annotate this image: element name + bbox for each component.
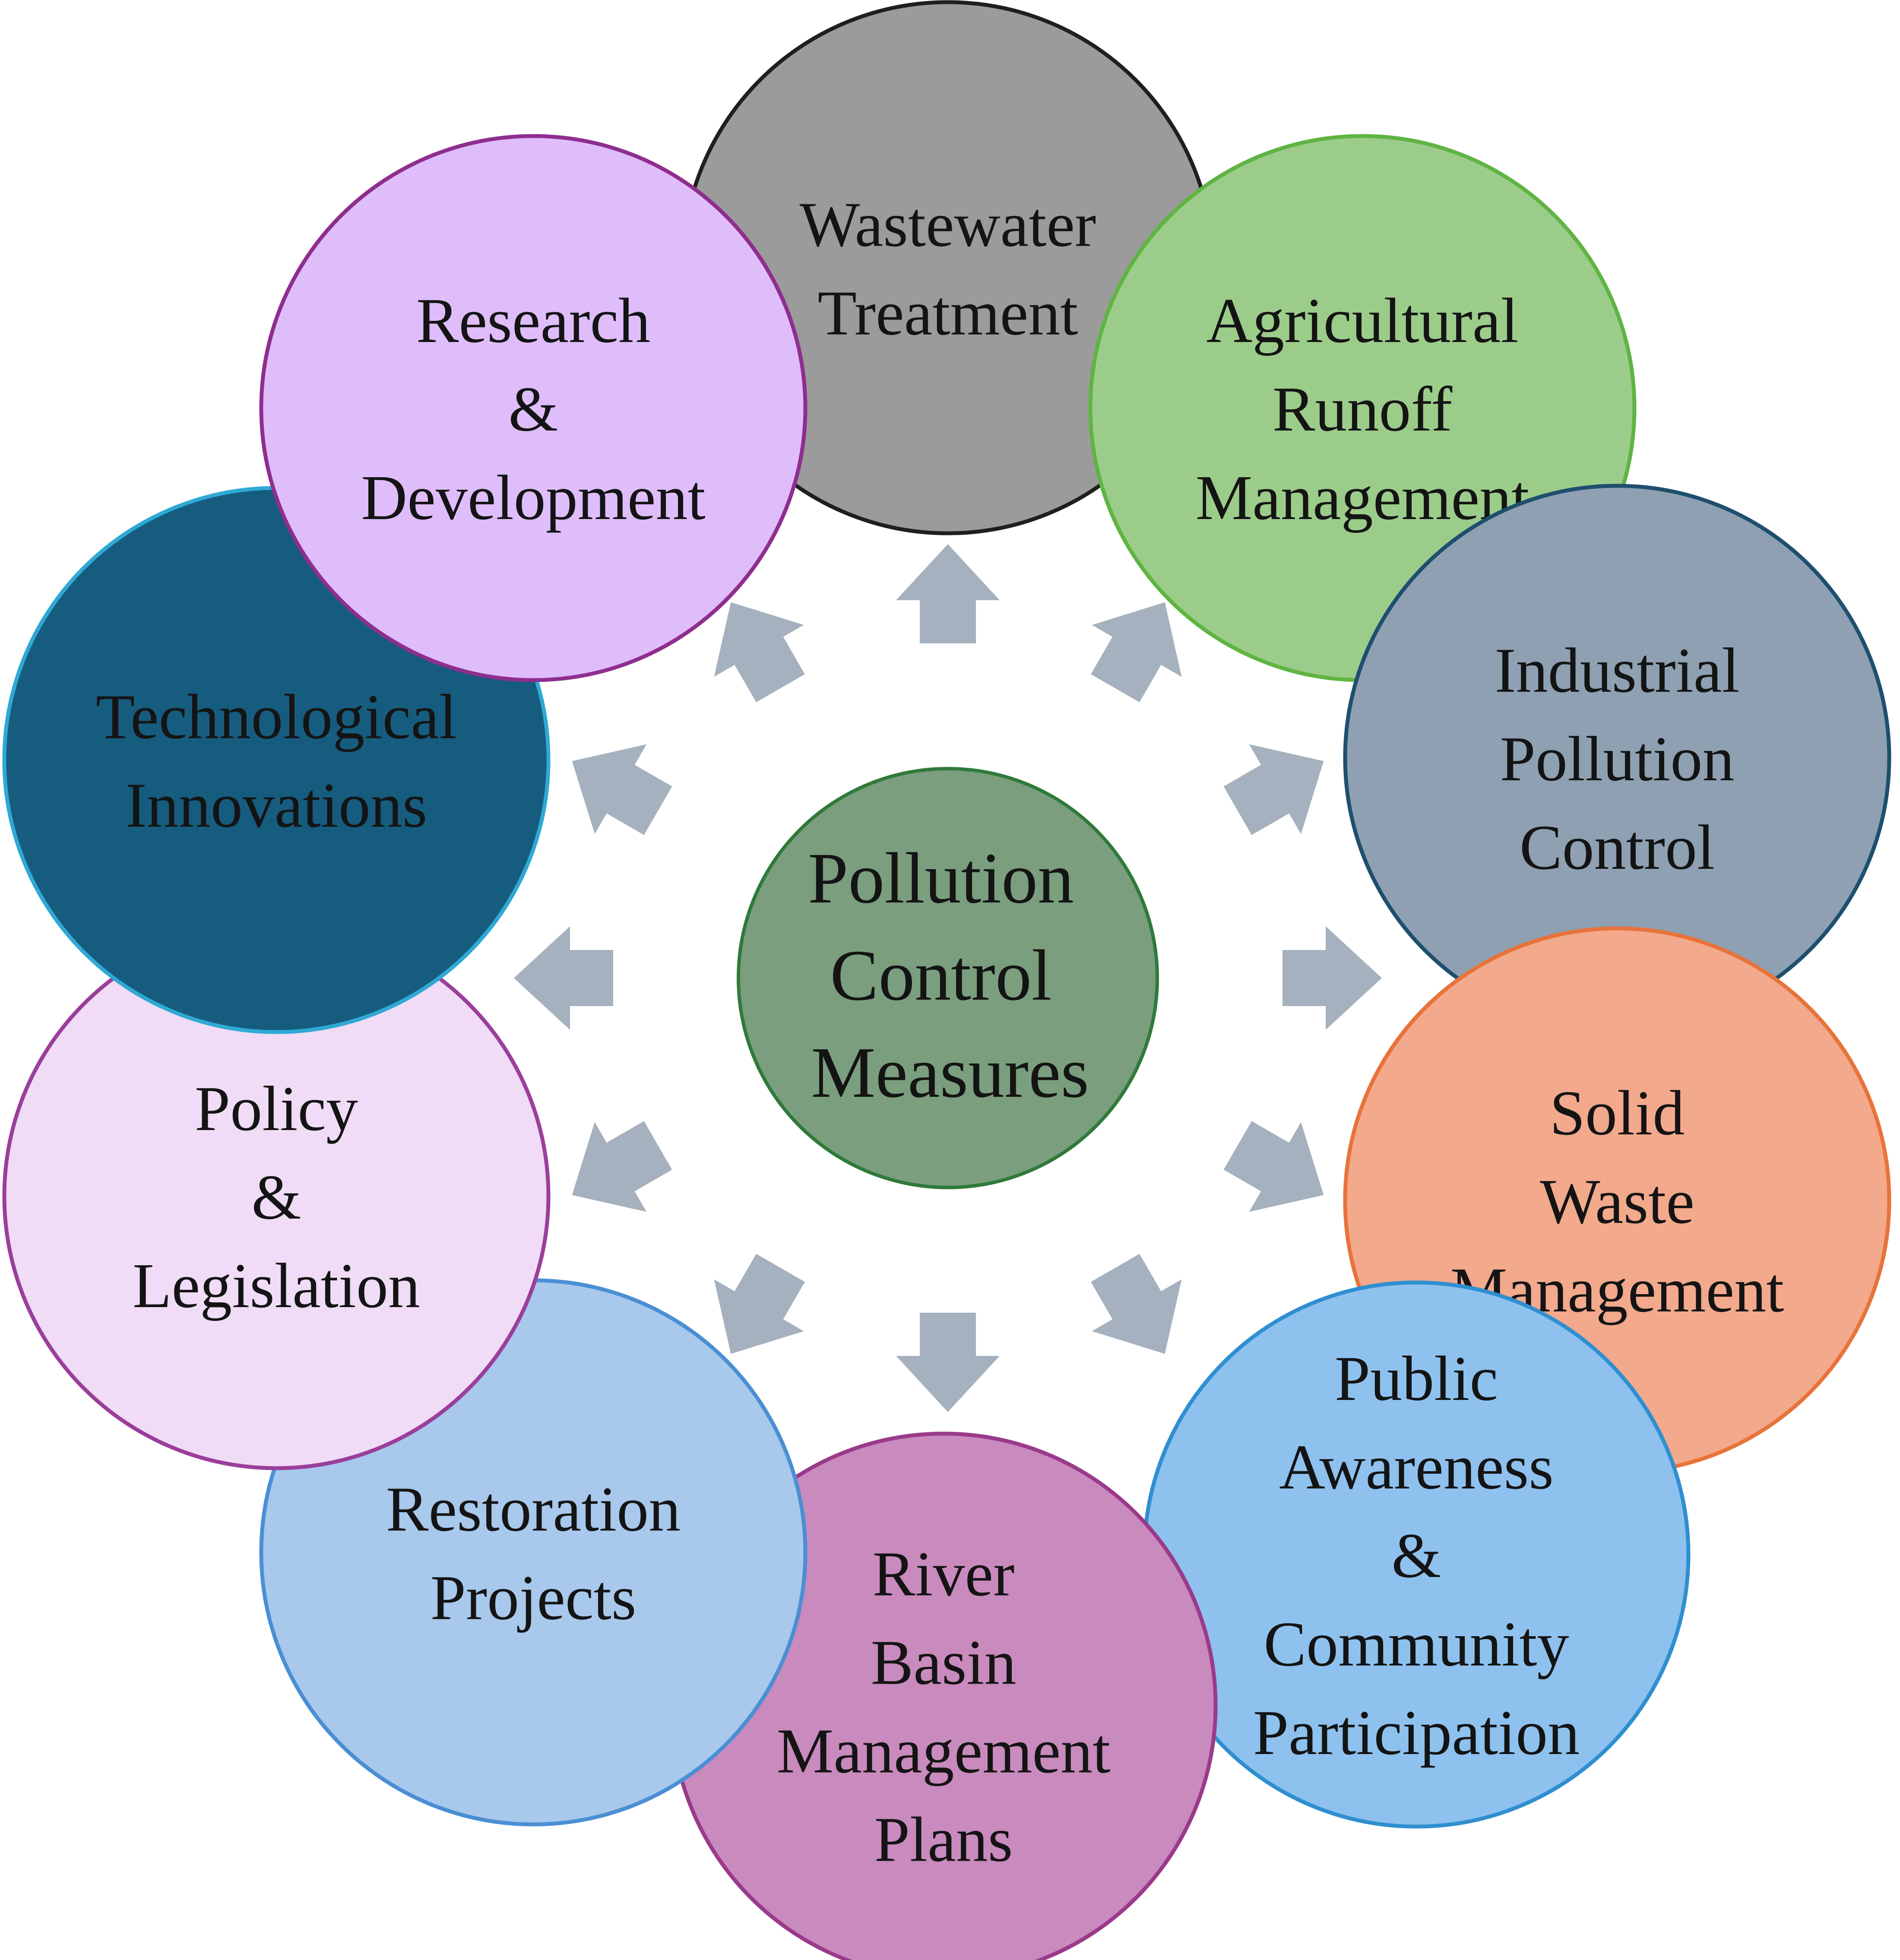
center-label: Pollution Control Measures bbox=[808, 838, 1092, 1113]
node-research-development: Research & Development bbox=[259, 134, 808, 682]
node-label-line: Technological bbox=[96, 682, 457, 753]
outward-arrow bbox=[714, 1254, 805, 1354]
node-label-line: Treatment bbox=[818, 278, 1078, 349]
outward-arrow bbox=[1282, 926, 1382, 1030]
node-label-line: Runoff bbox=[1273, 374, 1453, 445]
node-public-awareness-community-participation: Public Awareness & Community Participation bbox=[1142, 1280, 1691, 1829]
node-label-line: Control bbox=[1520, 812, 1715, 883]
node-label: Industrial Pollution Control bbox=[1495, 635, 1739, 883]
node-label-line: Solid bbox=[1550, 1078, 1685, 1149]
node-label-line: Management bbox=[1196, 462, 1530, 533]
arrows-ring bbox=[514, 544, 1382, 1412]
node-label-line: Projects bbox=[431, 1563, 636, 1634]
outward-arrow bbox=[714, 602, 805, 703]
outward-arrow bbox=[572, 1121, 672, 1212]
node-wastewater-treatment: Wastewater Treatment bbox=[680, 0, 1216, 535]
node-policy-legislation: Policy & Legislation bbox=[2, 922, 551, 1470]
node-label: Technological Innovations bbox=[96, 682, 457, 841]
center-label-line: Pollution bbox=[808, 838, 1074, 918]
node-label-line: Basin bbox=[871, 1628, 1016, 1698]
node-label: Wastewater Treatment bbox=[800, 190, 1096, 349]
node-label-line: Research bbox=[416, 285, 650, 356]
node-label-line: Wastewater bbox=[800, 190, 1096, 260]
node-label: Public Awareness & Community Participation bbox=[1253, 1343, 1580, 1768]
center-node: Pollution Control Measures bbox=[737, 767, 1159, 1189]
node-label-line: Legislation bbox=[133, 1251, 420, 1321]
outward-arrow bbox=[1091, 602, 1182, 703]
node-label-line: Pollution bbox=[1500, 724, 1735, 795]
node-label-line: Plans bbox=[874, 1805, 1013, 1875]
node-label-line: & bbox=[1391, 1520, 1441, 1591]
outward-arrow bbox=[1091, 1254, 1182, 1354]
node-label-line: Public bbox=[1335, 1343, 1498, 1414]
node-label: Policy & Legislation bbox=[133, 1073, 420, 1321]
center-circle bbox=[737, 767, 1159, 1189]
node-label-line: Participation bbox=[1253, 1697, 1580, 1768]
node-label-line: Policy bbox=[195, 1073, 358, 1144]
node-label-line: River bbox=[873, 1539, 1015, 1610]
node-river-basin-management-plans: River Basin Management Plans bbox=[669, 1431, 1218, 1960]
node-label: River Basin Management Plans bbox=[777, 1539, 1111, 1875]
outward-arrow bbox=[1223, 744, 1324, 835]
node-label-line: Awareness bbox=[1279, 1432, 1554, 1503]
center-label-line: Control bbox=[830, 935, 1051, 1016]
node-label-line: Waste bbox=[1540, 1166, 1694, 1237]
node-label-line: Management bbox=[777, 1716, 1111, 1787]
center-label-line: Measures bbox=[811, 1032, 1089, 1113]
node-label: Restoration Projects bbox=[386, 1474, 681, 1634]
outward-arrow bbox=[572, 744, 672, 835]
node-industrial-pollution-control: Industrial Pollution Control bbox=[1343, 484, 1891, 1032]
node-label-line: Development bbox=[361, 462, 705, 533]
node-label: Agricultural Runoff Management bbox=[1196, 285, 1530, 533]
outward-arrow bbox=[896, 544, 1000, 643]
node-circle bbox=[259, 134, 808, 682]
node-label: Research & Development bbox=[361, 285, 705, 533]
node-label-line: & bbox=[251, 1162, 301, 1233]
node-label-line: Restoration bbox=[386, 1474, 681, 1545]
outward-arrow bbox=[896, 1313, 1000, 1412]
outward-arrow bbox=[514, 926, 613, 1030]
node-label-line: & bbox=[508, 374, 558, 445]
node-label-line: Innovations bbox=[126, 770, 428, 841]
outward-arrow bbox=[1223, 1121, 1324, 1212]
node-label-line: Community bbox=[1264, 1609, 1569, 1680]
node-label-line: Industrial bbox=[1495, 635, 1739, 706]
node-label-line: Agricultural bbox=[1206, 285, 1518, 356]
